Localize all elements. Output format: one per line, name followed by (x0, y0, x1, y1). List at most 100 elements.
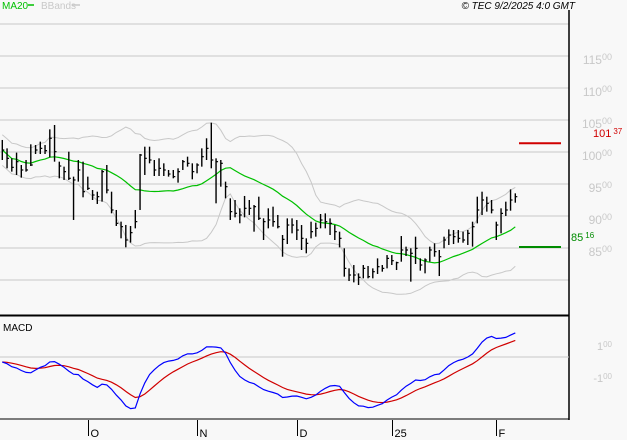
price-gridlines (0, 23, 569, 281)
price-bar (372, 268, 375, 279)
price-bar (438, 249, 442, 277)
price-bar (125, 224, 128, 248)
price-axis-labels: 11500 11000 10500 10000 9500 9000 8500 (582, 52, 612, 259)
price-bar (215, 158, 219, 204)
price-bar (30, 144, 33, 167)
x-tick-label: N (200, 428, 208, 440)
price-bar (405, 246, 409, 256)
price-bar (115, 209, 119, 226)
price-bar (1, 139, 5, 160)
price-bar (410, 248, 413, 282)
price-tick-label: 11000 (583, 84, 612, 99)
price-bar (448, 229, 451, 245)
price-bar (87, 176, 90, 191)
price-bar (443, 236, 447, 249)
price-bar (82, 161, 86, 198)
price-bar (505, 201, 508, 216)
price-bar (509, 189, 513, 211)
bollinger-bands (1, 122, 516, 295)
price-bar (376, 258, 380, 274)
copyright-timestamp: © TEC 9/2/2025 4:0 GMT (461, 1, 575, 12)
price-bar (258, 196, 261, 220)
price-bar (63, 166, 67, 180)
price-bar (177, 168, 181, 183)
price-bar (315, 222, 318, 237)
ma20-line (1, 149, 516, 264)
price-bar (343, 248, 347, 277)
price-bar (163, 163, 166, 176)
price-tick-label: 10000 (582, 148, 612, 163)
price-tick-label: 9000 (589, 212, 612, 227)
price-bar (281, 235, 285, 257)
x-tick-label: 25 (395, 428, 407, 440)
price-bar (239, 208, 242, 224)
price-levels: 101 37 85 16 (519, 127, 623, 248)
price-bar (201, 148, 204, 167)
price-bar (148, 146, 152, 164)
price-bar (58, 161, 62, 179)
price-bar (191, 163, 195, 180)
macd-tick-label: 100 (597, 340, 613, 353)
price-bar (338, 231, 342, 248)
price-bar (44, 145, 48, 154)
price-bar (481, 191, 485, 216)
price-bar (296, 220, 299, 240)
macd-axis-labels: 100 -100 (593, 340, 612, 385)
price-bar (110, 191, 114, 214)
price-bar (362, 265, 366, 279)
price-bar (72, 176, 76, 220)
price-bar (457, 230, 461, 243)
price-bar (395, 261, 399, 271)
price-bar (386, 255, 390, 269)
price-bar (277, 214, 280, 229)
price-bar (15, 152, 19, 175)
price-tick-label: 10500 (582, 116, 612, 131)
price-bar (172, 169, 176, 179)
macd-tick-label: -100 (593, 372, 612, 385)
price-bar (433, 243, 437, 257)
price-bar (20, 164, 24, 178)
price-bar (329, 218, 333, 236)
price-bar (429, 246, 432, 262)
price-bar (234, 200, 238, 218)
price-bar (419, 258, 423, 271)
price-bar (490, 200, 494, 214)
price-bar (139, 153, 143, 210)
price-bar (68, 151, 71, 180)
price-bar (462, 231, 466, 243)
price-bar (205, 138, 209, 160)
price-bar (334, 225, 337, 240)
x-axis: O N D 25 F (88, 420, 506, 440)
price-bar (300, 225, 304, 250)
price-bar (153, 160, 157, 176)
macd-title: MACD (3, 323, 32, 334)
price-bar (196, 163, 200, 174)
ma20-polyline (1, 149, 516, 264)
price-bar (357, 273, 361, 285)
price-bar (514, 193, 518, 203)
legend-bbands: BBands (41, 1, 76, 12)
price-bar (25, 160, 29, 172)
price-tick-label: 11500 (583, 52, 612, 67)
price-bar (186, 156, 190, 167)
price-bar (106, 164, 109, 194)
price-bar (353, 265, 356, 283)
price-bar (476, 196, 480, 224)
price-bar (400, 236, 404, 262)
bband-upper (1, 122, 516, 245)
price-bar (220, 160, 223, 187)
price-bar (96, 191, 100, 204)
price-bar (49, 129, 52, 158)
price-bar (262, 218, 266, 240)
price-bar (495, 221, 499, 240)
macd-line (2, 332, 516, 410)
price-level-label: 101 37 (593, 127, 623, 140)
price-bar (367, 265, 371, 279)
price-bar (129, 225, 133, 243)
price-bar (452, 230, 456, 245)
x-tick-label: O (91, 428, 100, 440)
price-bar (120, 221, 124, 239)
price-bar (134, 209, 138, 229)
price-bar (424, 258, 428, 274)
price-bar (158, 158, 162, 176)
